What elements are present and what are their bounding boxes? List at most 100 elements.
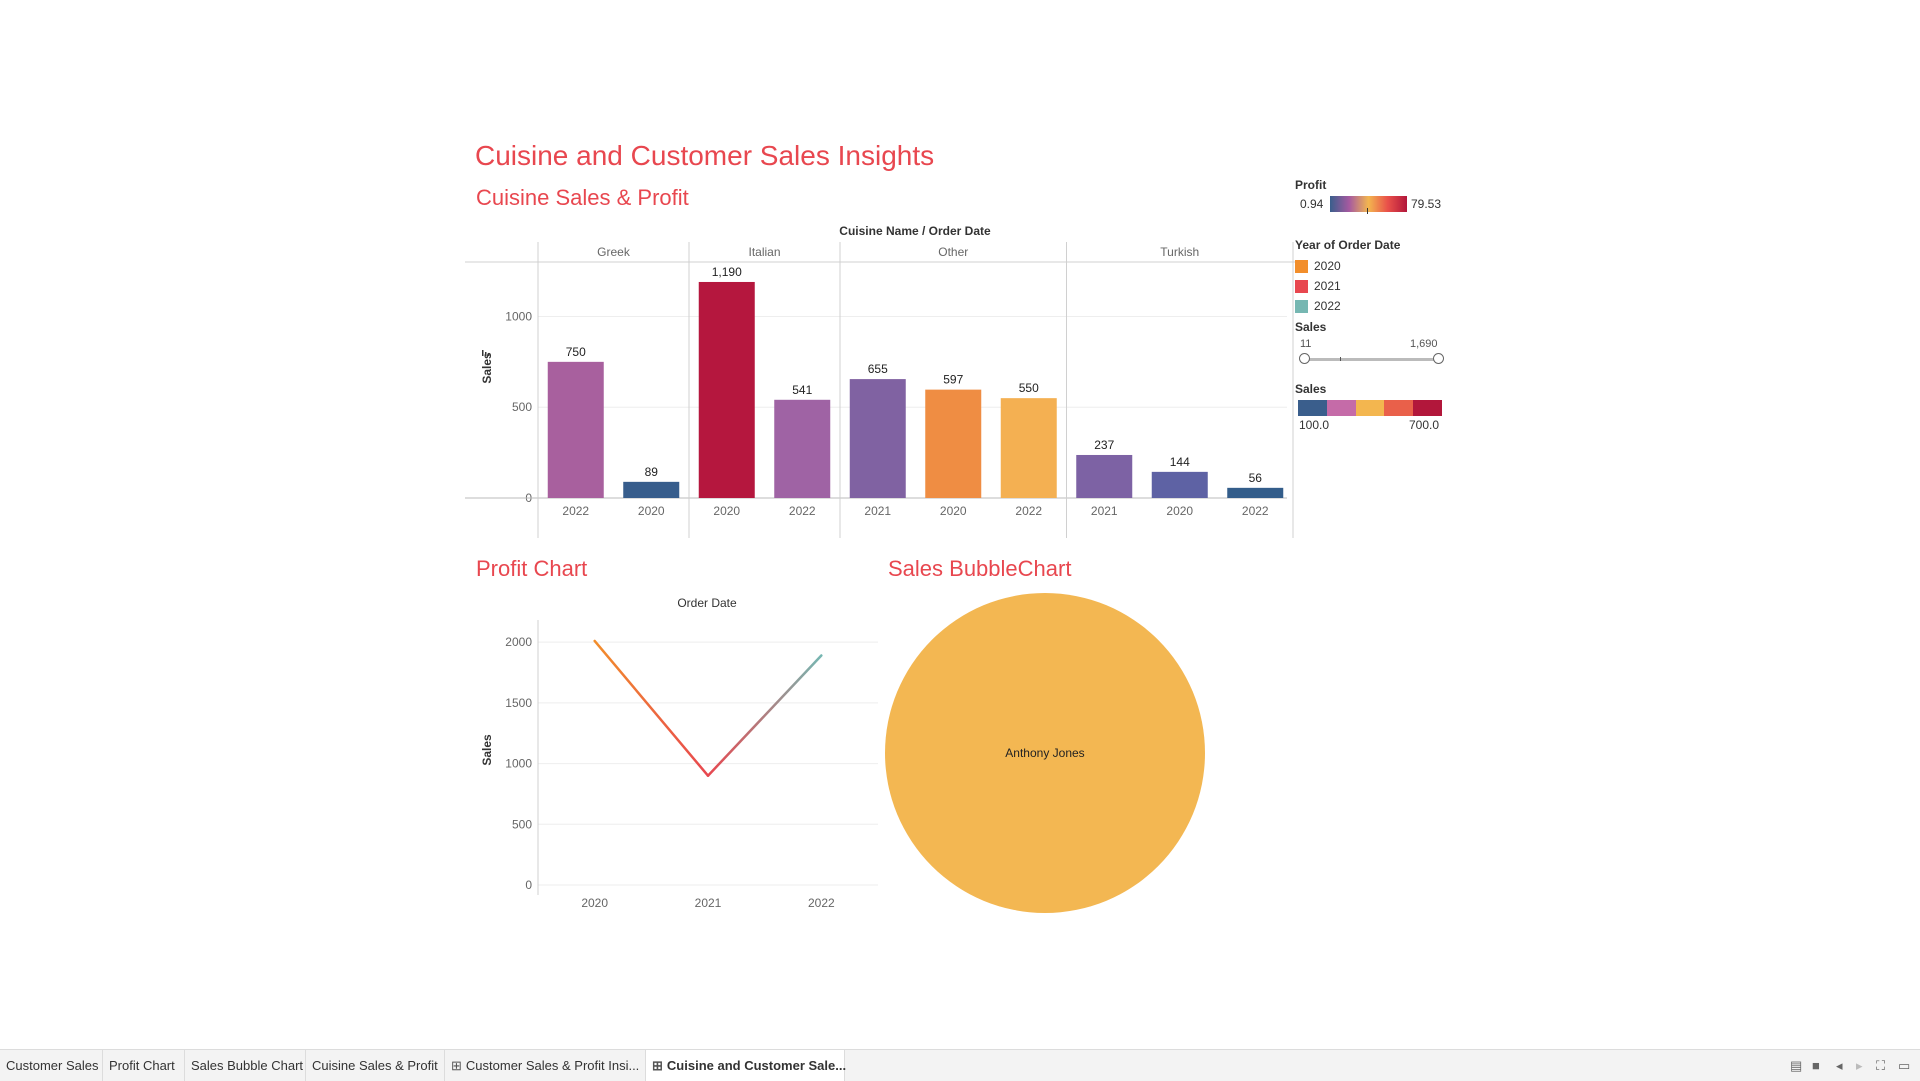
- bar-y-axis-label: Sales: [480, 352, 494, 384]
- sheet-tab[interactable]: Sales Bubble Chart: [185, 1050, 306, 1081]
- dashboard-icon: ⊞: [652, 1058, 663, 1073]
- sheet-tab[interactable]: Customer Sales: [0, 1050, 103, 1081]
- bar-chart-header: Cuisine Name / Order Date: [839, 224, 991, 238]
- year-legend[interactable]: 2020 2021 2022: [1295, 256, 1455, 316]
- line-x-tick-label: 2022: [808, 896, 835, 910]
- bar-x-tick-label: 2020: [940, 504, 967, 518]
- bar-x-tick-label: 2020: [713, 504, 740, 518]
- bar-x-tick-label: 2022: [789, 504, 816, 518]
- prev-sheet-icon[interactable]: ◂: [1836, 1058, 1843, 1073]
- sheet-tab-label: Sales Bubble Chart: [191, 1058, 304, 1073]
- line-y-tick-label: 2000: [505, 635, 532, 649]
- bar-value-label: 144: [1170, 455, 1190, 469]
- bar-turkish-2022[interactable]: [1227, 487, 1284, 498]
- sales-range-max: 1,690: [1410, 338, 1438, 350]
- grid-view-icon[interactable]: ▤: [1790, 1058, 1803, 1073]
- profit-line-segment[interactable]: [593, 639, 710, 777]
- year-legend-swatch: [1295, 299, 1308, 313]
- year-legend-swatch: [1295, 259, 1308, 273]
- sales-color-max: 700.0: [1409, 418, 1440, 432]
- bubble-anthony-jones[interactable]: [885, 593, 1205, 913]
- sales-range-tick: [1340, 357, 1341, 361]
- sheet-tab-label: Cuisine and Customer Sale...: [666, 1058, 847, 1073]
- sales-color-min: 100.0: [1299, 418, 1330, 432]
- bar-value-label: 56: [1249, 471, 1263, 485]
- bar-turkish-2020[interactable]: [1151, 471, 1208, 498]
- line-y-tick-label: 1000: [505, 757, 532, 771]
- bar-italian-2022[interactable]: [774, 399, 831, 498]
- profit-chart-header: Order Date: [677, 596, 737, 610]
- sheet-tab-label: Customer Sales: [6, 1058, 99, 1073]
- sheet-tab-label: Cuisine Sales & Profit: [312, 1058, 438, 1073]
- sales-range-track: [1303, 358, 1437, 361]
- profit-gradient-legend[interactable]: 0.94 79.53: [1295, 196, 1455, 218]
- profit-legend-max: 79.53: [1411, 197, 1442, 211]
- cuisine-header-italian: Italian: [748, 245, 780, 259]
- sheet-tab-bar: ▤ ■ ◂ ▸ ⛶ ▭ Customer Sales Profit Chart Sa…: [0, 1049, 1920, 1081]
- sales-bubble-chart[interactable]: Anthony Jones: [880, 590, 1210, 920]
- profit-chart-title: Profit Chart: [476, 556, 588, 581]
- profit-gradient-bar: [1330, 196, 1407, 212]
- sales-color-step: [1384, 400, 1414, 416]
- line-x-tick-label: 2021: [695, 896, 722, 910]
- bar-y-tick-label: 500: [512, 400, 532, 414]
- bar-other-2022[interactable]: [1000, 398, 1057, 498]
- dashboard-title: Cuisine and Customer Sales Insights: [475, 140, 935, 171]
- sales-color-range: 100.0 700.0: [1295, 416, 1455, 432]
- bar-greek-2022[interactable]: [547, 361, 604, 498]
- bar-x-tick-label: 2022: [1015, 504, 1042, 518]
- year-legend-label: 2021: [1314, 279, 1341, 293]
- bar-chart-title: Cuisine Sales & Profit: [476, 185, 689, 210]
- bar-other-2021[interactable]: [849, 379, 906, 498]
- sheet-tab[interactable]: ⊞ Cuisine and Customer Sale...: [646, 1050, 847, 1081]
- cuisine-bar-chart[interactable]: Cuisine Name / Order Date Sales 05001000…: [465, 218, 1297, 548]
- year-legend-label: 2022: [1314, 299, 1341, 313]
- bar-italian-2020[interactable]: [698, 281, 755, 498]
- line-x-tick-label: 2020: [581, 896, 608, 910]
- sheet-tab[interactable]: Cuisine Sales & Profit: [306, 1050, 445, 1081]
- sheet-tab-label: Profit Chart: [109, 1058, 175, 1073]
- bar-value-label: 89: [645, 465, 659, 479]
- bar-other-2020[interactable]: [925, 389, 982, 498]
- bar-value-label: 655: [868, 362, 888, 376]
- sheet-tab[interactable]: ⊞ Customer Sales & Profit Insi...: [445, 1050, 646, 1081]
- profit-line-chart[interactable]: Order Date Sales 0 500 1000 1500 2000 2020 202…: [465, 590, 885, 920]
- sheet-tab[interactable]: Profit Chart: [103, 1050, 185, 1081]
- next-sheet-icon[interactable]: ▸: [1856, 1058, 1863, 1073]
- fullscreen-icon[interactable]: ⛶: [1876, 1058, 1886, 1073]
- sheet-tab-label: Customer Sales & Profit Insi...: [465, 1058, 640, 1073]
- sales-range-filter[interactable]: 11 1,690: [1295, 338, 1455, 368]
- year-legend-item[interactable]: 2021: [1295, 276, 1455, 296]
- bar-greek-2020[interactable]: [623, 481, 680, 498]
- sales-color-legend-title: Sales: [1295, 382, 1327, 396]
- sales-color-step: [1298, 400, 1327, 416]
- year-legend-item[interactable]: 2020: [1295, 256, 1455, 276]
- year-legend-title: Year of Order Date: [1295, 238, 1401, 252]
- bar-turkish-2021[interactable]: [1076, 454, 1133, 498]
- bar-x-tick-label: 2020: [638, 504, 665, 518]
- sales-range-min: 11: [1300, 338, 1312, 350]
- bubble-chart-title: Sales BubbleChart: [888, 556, 1072, 581]
- sort-icon[interactable]: [482, 350, 490, 356]
- bar-x-tick-label: 2021: [864, 504, 891, 518]
- bar-x-tick-label: 2020: [1166, 504, 1193, 518]
- filmstrip-icon[interactable]: ■: [1812, 1058, 1820, 1073]
- bubble-label: Anthony Jones: [1005, 746, 1084, 760]
- cuisine-header-greek: Greek: [597, 245, 631, 259]
- bar-value-label: 237: [1094, 438, 1114, 452]
- sales-color-steps[interactable]: [1298, 400, 1442, 416]
- sales-color-step: [1413, 400, 1442, 416]
- line-y-tick-label: 500: [512, 817, 532, 831]
- bar-x-tick-label: 2021: [1091, 504, 1118, 518]
- year-legend-label: 2020: [1314, 259, 1341, 273]
- profit-gradient-marker: [1367, 208, 1368, 214]
- sales-range-min-handle[interactable]: [1299, 353, 1310, 364]
- year-legend-item[interactable]: 2022: [1295, 296, 1455, 316]
- profit-line-segment[interactable]: [706, 654, 823, 777]
- bar-y-tick-label: 1000: [505, 309, 532, 323]
- legend-panel: Profit 0.94 79.53 Year of Order Date 202…: [1295, 178, 1455, 432]
- sales-color-step: [1326, 400, 1356, 416]
- sales-range-max-handle[interactable]: [1433, 353, 1444, 364]
- presentation-icon[interactable]: ▭: [1898, 1058, 1911, 1073]
- bar-x-tick-label: 2022: [562, 504, 589, 518]
